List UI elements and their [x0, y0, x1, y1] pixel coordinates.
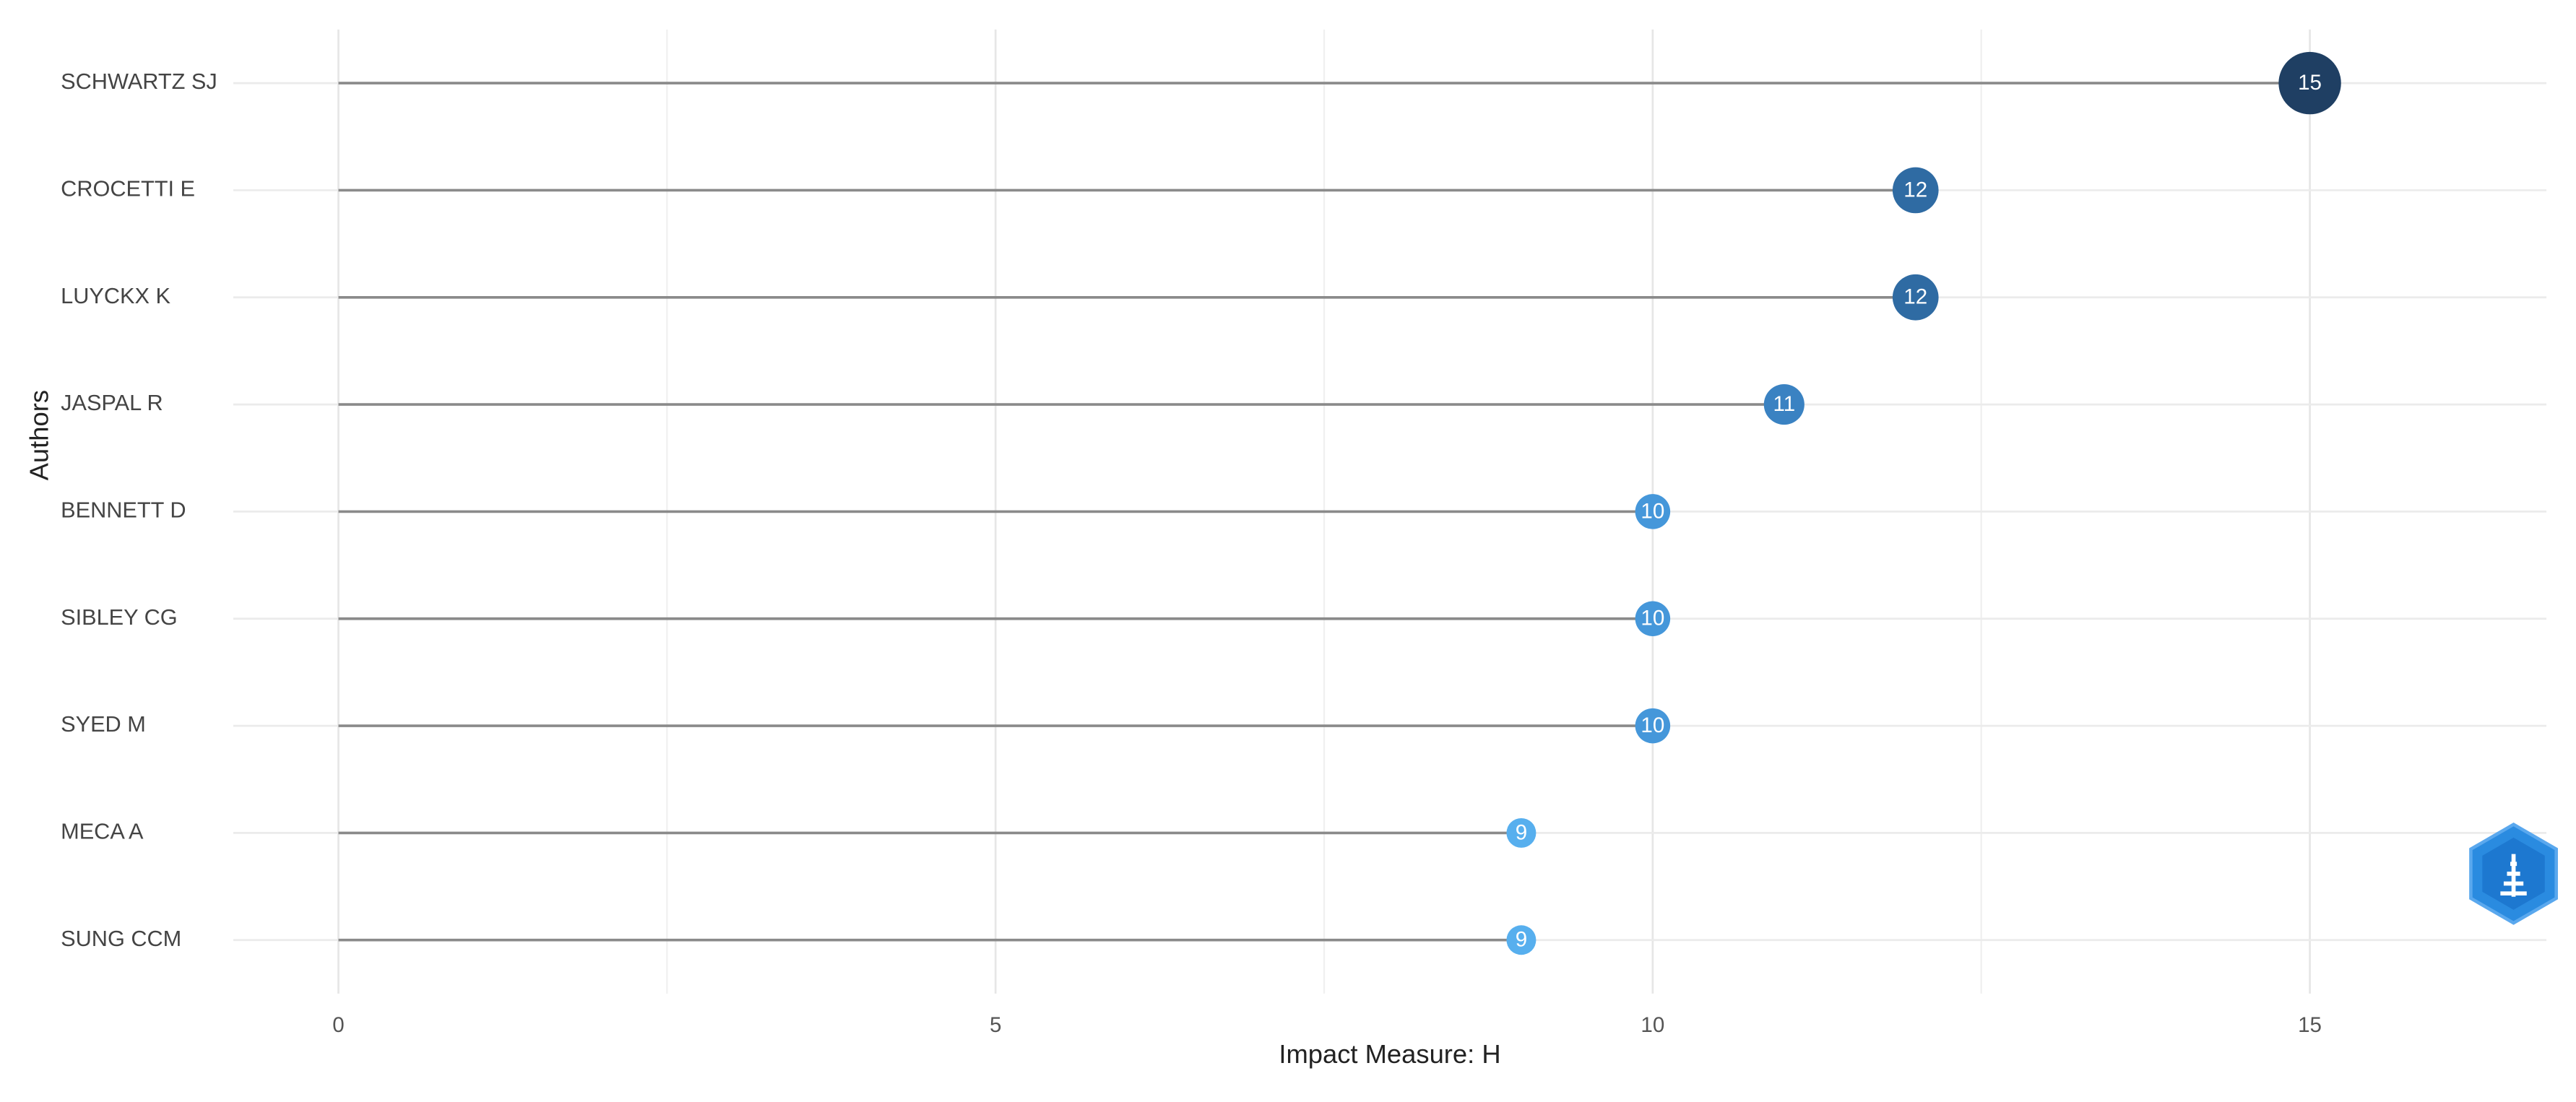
- value-label: 9: [1516, 928, 1527, 952]
- y-tick-label: BENNETT D: [61, 498, 186, 523]
- value-label: 10: [1641, 713, 1664, 737]
- value-label: 15: [2298, 71, 2322, 95]
- y-tick-label: SUNG CCM: [61, 926, 181, 951]
- value-label: 10: [1641, 607, 1664, 630]
- dot: [1506, 817, 1536, 848]
- x-tick-label: 10: [1641, 1013, 1664, 1037]
- x-axis-label: Impact Measure: H: [1279, 1039, 1500, 1069]
- logo: [2469, 823, 2558, 925]
- y-tick-label: JASPAL R: [61, 390, 163, 415]
- dot: [1635, 708, 1671, 744]
- y-tick-label: CROCETTI E: [61, 176, 195, 201]
- y-axis-label: Authors: [24, 390, 53, 480]
- logo-mark: [2500, 854, 2527, 897]
- value-label: 12: [1903, 285, 1927, 309]
- y-tick-label: SYED M: [61, 711, 146, 737]
- x-tick-label: 0: [332, 1013, 344, 1037]
- dot: [1892, 274, 1939, 321]
- dot: [1892, 167, 1939, 214]
- y-tick-label: MECA A: [61, 819, 144, 844]
- dot: [1635, 494, 1671, 529]
- dot: [2278, 51, 2341, 115]
- value-label: 11: [1773, 392, 1795, 416]
- dot: [1763, 384, 1805, 425]
- value-label: 10: [1641, 499, 1664, 523]
- value-label: 12: [1903, 178, 1927, 201]
- y-tick-label: SIBLEY CG: [61, 604, 177, 630]
- x-tick-label: 15: [2298, 1013, 2322, 1037]
- y-tick-label: SCHWARTZ SJ: [61, 69, 217, 94]
- value-label: 9: [1516, 820, 1527, 844]
- dot: [1635, 601, 1671, 637]
- x-tick-label: 5: [990, 1013, 1001, 1037]
- dot: [1506, 925, 1536, 955]
- y-tick-label: LUYCKX K: [61, 283, 170, 308]
